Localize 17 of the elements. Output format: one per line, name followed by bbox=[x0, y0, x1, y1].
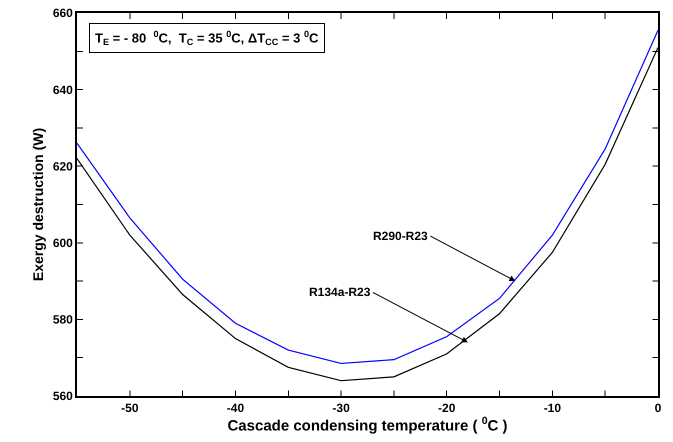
x-tick-label: -50 bbox=[121, 401, 139, 416]
x-tick-label: 0 bbox=[654, 401, 662, 416]
annotation: R290-R23 bbox=[373, 229, 428, 243]
y-axis-title: Exergy destruction (W) bbox=[30, 128, 46, 282]
y-tick-label: 580 bbox=[52, 312, 74, 327]
annotation: R134a-R23 bbox=[309, 285, 371, 299]
x-axis-title: Cascade condensing temperature ( $^{0}$C ) bbox=[227, 415, 508, 434]
x-tick-label: -20 bbox=[438, 401, 456, 416]
x-tick-label: -30 bbox=[332, 401, 350, 416]
y-tick-label: 660 bbox=[52, 6, 74, 20]
text: T$_{E}$ = - 80 $^{0}$C, T$_{C}$ = 35 $^{0}$C, ΔT$_{CC}$ = 3 $^{0}$C bbox=[95, 29, 318, 48]
x-tick-label: -10 bbox=[544, 401, 562, 416]
y-tick-label: 640 bbox=[52, 82, 74, 97]
y-tick-label: 600 bbox=[52, 236, 74, 250]
x-tick-label: -40 bbox=[226, 401, 244, 416]
y-tick-label: 560 bbox=[52, 389, 74, 404]
y-tick-label: 620 bbox=[52, 159, 74, 174]
